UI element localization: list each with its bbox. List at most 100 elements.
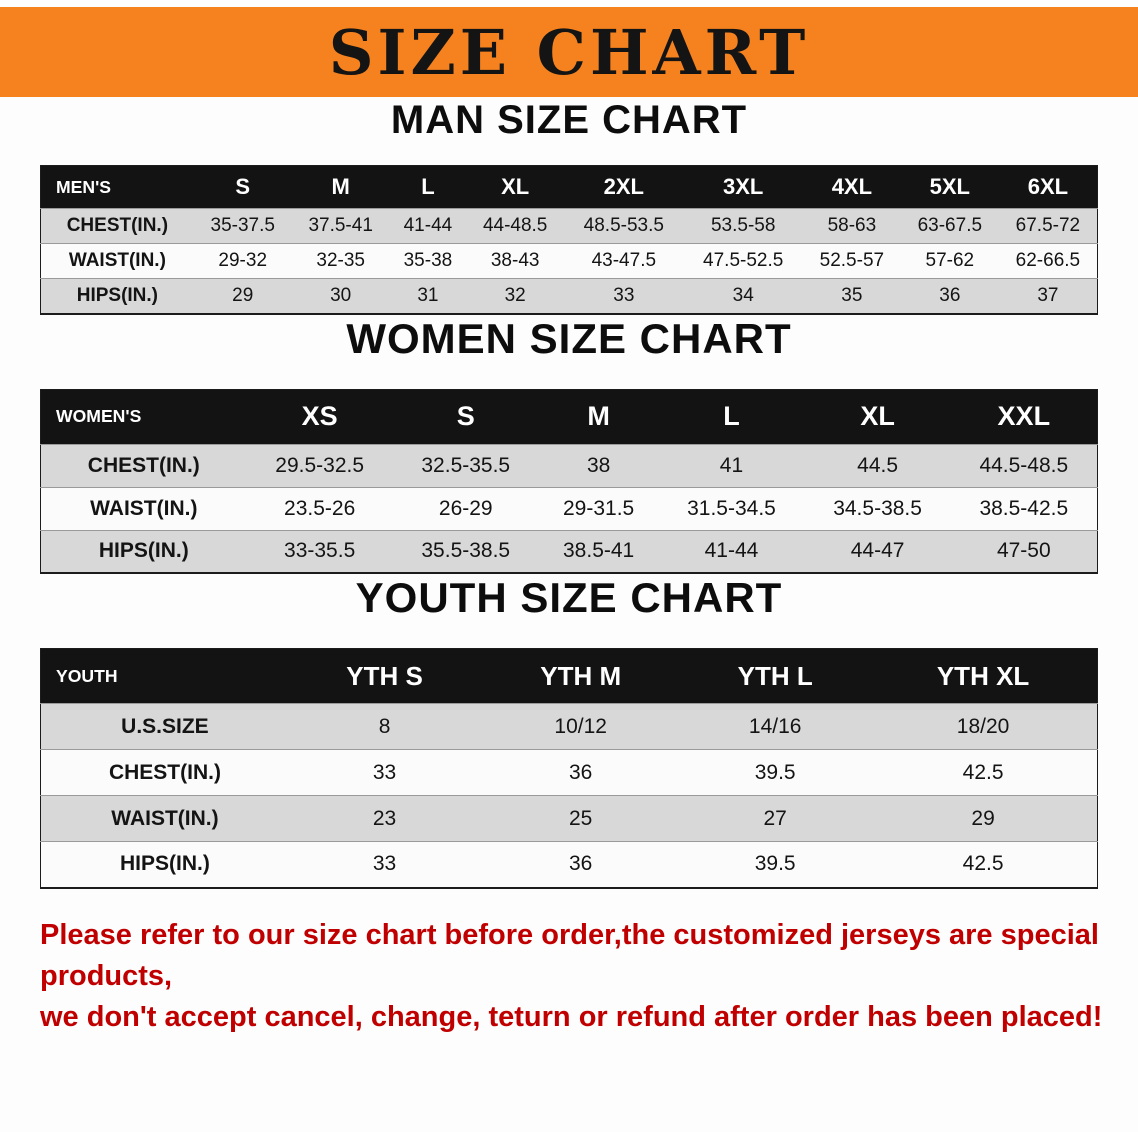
size-value-cell: 31.5-34.5 bbox=[687, 496, 776, 520]
size-header-cell: YTH S bbox=[288, 648, 481, 704]
row-label-cell: WAIST(IN.) bbox=[68, 250, 166, 271]
size-header-cell: XS bbox=[246, 389, 393, 444]
row-label-cell: U.S.SIZE bbox=[121, 714, 209, 738]
size-header-cell: 6XL bbox=[998, 165, 1098, 209]
size-value-cell: 29-31.5 bbox=[563, 496, 635, 520]
size-value-cell: 38-43 bbox=[490, 250, 540, 271]
row-label-cell: HIPS(IN.) bbox=[98, 539, 189, 563]
size-chart-page: SIZE CHART MAN SIZE CHART MEN'S S M L XL 2XL 3… bbox=[0, 7, 1138, 1038]
youth-section: YOUTH SIZE CHART YOUTH YTH S YTH M YTH L YTH… bbox=[0, 574, 1138, 889]
table-title-cell: MEN'S bbox=[40, 165, 194, 209]
men-section: MAN SIZE CHART MEN'S S M L XL 2XL 3XL 4XL 5XL 6XL… bbox=[0, 97, 1138, 315]
size-value-cell: 44.5 bbox=[857, 453, 899, 477]
size-header-cell: XXL bbox=[950, 389, 1098, 444]
size-value-cell: 33 bbox=[372, 852, 397, 876]
size-value-cell: 32.5-35.5 bbox=[421, 453, 511, 477]
disclaimer-line-2: we don't accept cancel, change, teturn o… bbox=[40, 1000, 1103, 1033]
table-header-row: WOMEN'S XS S M L XL XXL bbox=[40, 389, 1098, 444]
size-value-cell: 37.5-41 bbox=[308, 215, 373, 236]
size-value-cell: 29 bbox=[971, 806, 995, 830]
size-value-cell: 58-63 bbox=[827, 215, 877, 236]
banner: SIZE CHART bbox=[0, 7, 1138, 97]
size-value-cell: 44-48.5 bbox=[482, 215, 548, 236]
size-value-cell: 47-50 bbox=[996, 539, 1051, 563]
page-title: SIZE CHART bbox=[328, 15, 810, 89]
size-value-cell: 42.5 bbox=[962, 852, 1004, 876]
size-value-cell: 10/12 bbox=[554, 714, 607, 738]
table-title-cell: YOUTH bbox=[40, 648, 289, 704]
row-label-cell: CHEST(IN.) bbox=[108, 760, 221, 784]
size-value-cell: 63-67.5 bbox=[917, 215, 983, 236]
size-value-cell: 18/20 bbox=[956, 714, 1010, 738]
size-value-cell: 32-35 bbox=[316, 250, 365, 271]
youth-size-table-container: YOUTH YTH S YTH M YTH L YTH XL U.S.SIZE 8 10/12… bbox=[40, 648, 1098, 889]
size-value-cell: 38.5-42.5 bbox=[979, 496, 1069, 520]
measurement-row: CHEST(IN.) 35-37.5 37.5-41 41-44 44-48.5 48.5… bbox=[40, 208, 1098, 244]
size-value-cell: 30 bbox=[330, 284, 352, 306]
size-value-cell: 41-44 bbox=[704, 539, 759, 563]
size-value-cell: 26-29 bbox=[438, 496, 493, 520]
size-value-cell: 39.5 bbox=[754, 852, 796, 876]
size-value-cell: 27 bbox=[763, 806, 787, 830]
size-value-cell: 41 bbox=[719, 453, 744, 477]
size-value-cell: 39.5 bbox=[754, 760, 796, 784]
table-header-row: MEN'S S M L XL 2XL 3XL 4XL 5XL 6XL bbox=[40, 165, 1098, 209]
size-value-cell: 38 bbox=[586, 453, 611, 477]
size-header-cell: YTH M bbox=[480, 648, 682, 704]
size-value-cell: 33-35.5 bbox=[284, 539, 356, 563]
size-value-cell: 34.5-38.5 bbox=[833, 496, 922, 520]
size-value-cell: 44-47 bbox=[850, 539, 905, 563]
size-value-cell: 41-44 bbox=[403, 215, 453, 236]
size-value-cell: 43-47.5 bbox=[591, 250, 657, 271]
size-value-cell: 23 bbox=[372, 806, 397, 830]
disclaimer-line-1: Please refer to our size chart before or… bbox=[40, 918, 1099, 992]
table-header-row: YOUTH YTH S YTH M YTH L YTH XL bbox=[40, 648, 1098, 704]
size-value-cell: 29.5-32.5 bbox=[275, 453, 365, 477]
size-value-cell: 52.5-57 bbox=[819, 250, 885, 271]
size-header-cell: 3XL bbox=[683, 165, 803, 209]
size-value-cell: 42.5 bbox=[962, 760, 1004, 784]
row-label-cell: CHEST(IN.) bbox=[87, 453, 200, 477]
size-value-cell: 33 bbox=[372, 760, 397, 784]
size-header-cell: 5XL bbox=[900, 165, 999, 209]
measurement-row: HIPS(IN.) 33 36 39.5 42.5 bbox=[40, 841, 1098, 888]
measurement-row: CHEST(IN.) 29.5-32.5 32.5-35.5 38 41 44.5 44.5… bbox=[40, 444, 1098, 487]
size-value-cell: 8 bbox=[378, 714, 391, 738]
size-header-cell: XL bbox=[804, 389, 951, 444]
size-value-cell: 35-37.5 bbox=[210, 215, 275, 236]
youth-section-heading: YOUTH SIZE CHART bbox=[355, 574, 783, 621]
size-value-cell: 38.5-41 bbox=[563, 539, 635, 563]
size-header-cell: L bbox=[389, 165, 467, 209]
size-header-cell: 2XL bbox=[564, 165, 684, 209]
size-value-cell: 31 bbox=[417, 284, 439, 306]
size-header-cell: YTH L bbox=[681, 648, 870, 704]
size-value-cell: 35-38 bbox=[403, 250, 453, 271]
size-table: MEN'S S M L XL 2XL 3XL 4XL 5XL 6XL CHEST(IN.) 35-37… bbox=[40, 165, 1098, 315]
row-label-cell: HIPS(IN.) bbox=[76, 284, 159, 306]
women-section: WOMEN SIZE CHART WOMEN'S XS S M L XL XXL CHEST(… bbox=[0, 315, 1138, 574]
size-header-cell: M bbox=[291, 165, 390, 209]
size-value-cell: 25 bbox=[569, 806, 593, 830]
size-value-cell: 23.5-26 bbox=[284, 496, 356, 520]
measurement-row: WAIST(IN.) 29-32 32-35 35-38 38-43 43-47.5 47.… bbox=[40, 243, 1098, 279]
measurement-row: HIPS(IN.) 33-35.5 35.5-38.5 38.5-41 41-44 44-… bbox=[40, 530, 1098, 573]
size-value-cell: 47.5-52.5 bbox=[703, 250, 784, 271]
table-title-cell: WOMEN'S bbox=[40, 389, 247, 444]
size-table: WOMEN'S XS S M L XL XXL CHEST(IN.) 29.5-32.5 32.5… bbox=[40, 388, 1098, 574]
size-header-cell: S bbox=[193, 165, 292, 209]
size-value-cell: 53.5-58 bbox=[710, 215, 776, 236]
women-size-table-container: WOMEN'S XS S M L XL XXL CHEST(IN.) 29.5-32.5 32.5… bbox=[40, 388, 1098, 574]
measurement-row: WAIST(IN.) 23.5-26 26-29 29-31.5 31.5-34.5 34… bbox=[40, 487, 1098, 530]
size-value-cell: 48.5-53.5 bbox=[583, 215, 664, 236]
size-value-cell: 14/16 bbox=[748, 714, 802, 738]
measurement-row: WAIST(IN.) 23 25 27 29 bbox=[40, 795, 1098, 842]
size-value-cell: 62-66.5 bbox=[1015, 250, 1081, 271]
men-section-heading: MAN SIZE CHART bbox=[390, 98, 748, 142]
disclaimer: Please refer to our size chart before or… bbox=[40, 915, 1118, 1038]
size-value-cell: 67.5-72 bbox=[1015, 215, 1081, 236]
size-table: YOUTH YTH S YTH M YTH L YTH XL U.S.SIZE 8 10/12… bbox=[40, 648, 1098, 889]
size-value-cell: 36 bbox=[939, 284, 961, 306]
row-label-cell: CHEST(IN.) bbox=[66, 215, 169, 236]
size-header-cell: YTH XL bbox=[869, 648, 1098, 704]
size-value-cell: 36 bbox=[569, 760, 593, 784]
